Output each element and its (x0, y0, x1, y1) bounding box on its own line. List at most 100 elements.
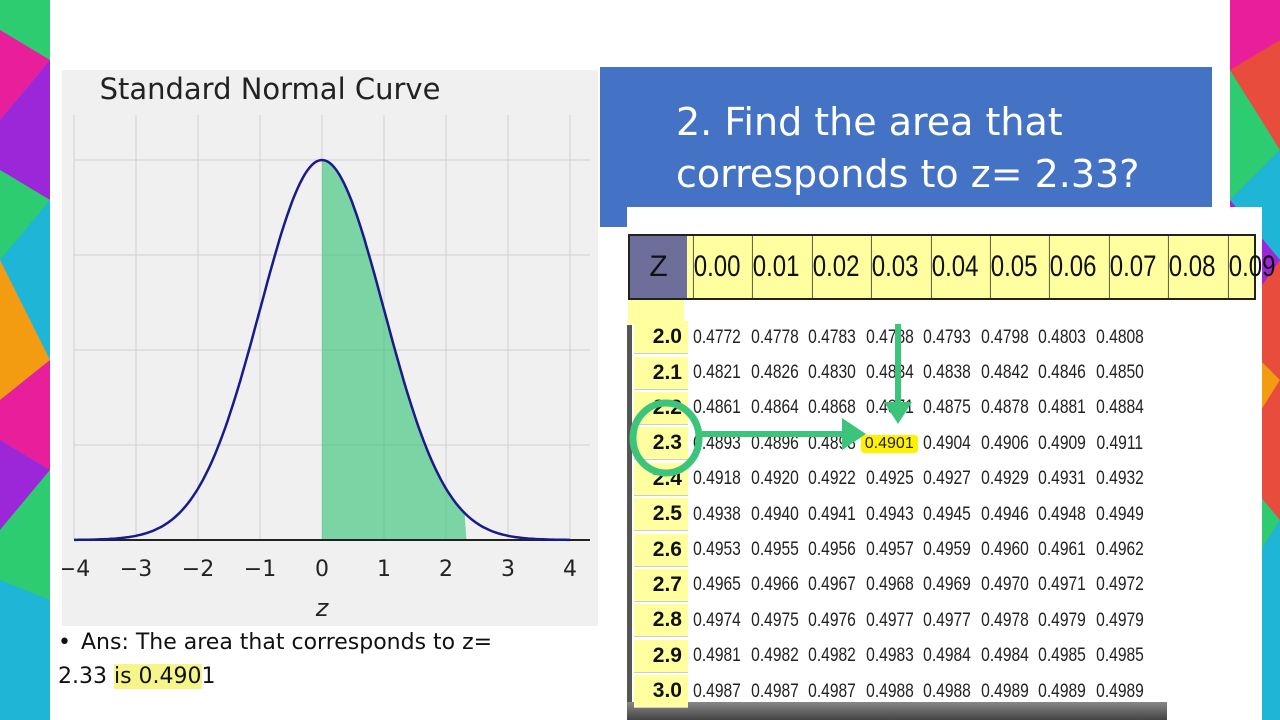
x-tick-label: −1 (244, 557, 276, 582)
z-table-cell: 0.4846 (1038, 362, 1086, 384)
z-table-cell: 0.4949 (1095, 503, 1144, 525)
answer-line-2-end: 1 (201, 664, 216, 689)
table-row: 2.8 0.4974 0.4975 0.4976 0.4977 0.4977 0.4978 0… (634, 603, 1148, 638)
z-table-cell: 0.4922 (808, 468, 856, 490)
z-column-header: 0.07 (1108, 236, 1156, 298)
x-tick-label: −3 (120, 557, 152, 582)
z-table-cell: 0.4953 (693, 539, 741, 561)
z-table-cell: 0.4821 (693, 362, 741, 384)
z-row-label: 2.3 (634, 427, 688, 461)
z-row-label: 2.2 (634, 391, 688, 425)
z-row-label: 3.0 (634, 675, 688, 709)
z-table-cell: 0.4955 (750, 539, 799, 561)
z-table-cell: 0.4945 (923, 503, 971, 525)
z-table-cell: 0.4962 (1095, 539, 1144, 561)
table-row: 2.2 0.4861 0.4864 0.4868 0.4871 0.4875 0.4878 0… (634, 391, 1148, 426)
z-column-header: 0.01 (752, 236, 800, 298)
x-tick-label: 3 (501, 557, 515, 582)
chart-title: Standard Normal Curve (99, 72, 441, 106)
z-table-cell: 0.4985 (1038, 645, 1086, 667)
z-table-cell: 0.4974 (693, 609, 741, 631)
z-column-header: 0.00 (692, 236, 740, 298)
z-table-cell: 0.4906 (980, 432, 1029, 454)
z-table-cell: 0.4884 (1095, 397, 1144, 419)
z-table-cell: 0.4987 (693, 680, 741, 702)
z-table-cell: 0.4971 (1038, 574, 1086, 596)
z-table-cell: 0.4988 (923, 680, 971, 702)
table-row: 2.4 0.4918 0.4920 0.4922 0.4925 0.4927 0.4929 0… (634, 462, 1148, 497)
table-row: 2.5 0.4938 0.4940 0.4941 0.4943 0.4945 0.4946 0… (634, 497, 1148, 532)
question-text: 2. Find the area that corresponds to z= … (676, 96, 1206, 200)
z-table-cell: 0.4938 (693, 503, 741, 525)
table-row: 3.0 0.4987 0.4987 0.4987 0.4988 0.4988 0.4989 0… (634, 674, 1148, 709)
z-row-label: 2.5 (634, 498, 688, 532)
z-column-header: 0.06 (1049, 236, 1097, 298)
z-row-label: 2.1 (634, 356, 688, 390)
z-table-cell: 0.4988 (865, 680, 914, 702)
z-table-cell: 0.4861 (693, 397, 741, 419)
z-table-cell: 0.4783 (808, 326, 856, 348)
normal-curve-line (74, 158, 570, 542)
z-table-cell: 0.4803 (1038, 326, 1086, 348)
table-row: 2.3 0.4893 0.4896 0.4898 0.4901 0.4904 0.4906 0… (634, 426, 1148, 461)
x-tick-label: −2 (182, 557, 214, 582)
z-table-cell: 0.4978 (980, 609, 1029, 631)
z-table-cell: 0.4943 (865, 503, 914, 525)
z-row-label: 2.7 (634, 568, 688, 602)
z-table-cell: 0.4927 (923, 468, 971, 490)
z-table-header: Z 0.00 0.01 0.02 0.03 0.04 0.05 0.06 0.07 0.08 0.… (628, 234, 1275, 300)
z-table-cell: 0.4983 (865, 645, 914, 667)
z-table-cell: 0.4864 (750, 397, 799, 419)
z-table-cell: 0.4948 (1038, 503, 1086, 525)
z-table-cell: 0.4966 (750, 574, 799, 596)
z-table-cell: 0.4984 (980, 645, 1029, 667)
table-row: 2.7 0.4965 0.4966 0.4967 0.4968 0.4969 0.4970 0… (634, 568, 1148, 603)
z-table-cell: 0.4830 (808, 362, 856, 384)
x-axis-label: z (315, 594, 330, 622)
z-table-cell: 0.4911 (1095, 432, 1143, 454)
z-table-cell: 0.4976 (808, 609, 856, 631)
answer-line-1: Ans: The area that corresponds to z= (80, 630, 493, 655)
table-row: 2.6 0.4953 0.4955 0.4956 0.4957 0.4959 0.4960 0… (634, 532, 1148, 567)
x-tick-label: 0 (315, 557, 329, 582)
table-edge-shadow (627, 325, 632, 702)
z-table-cell: 0.4838 (923, 362, 971, 384)
table-row: 2.1 0.4821 0.4826 0.4830 0.4834 0.4838 0.4842 0… (634, 355, 1148, 390)
chart-canvas: −4 −3 −2 −1 0 1 2 3 4 z (62, 115, 590, 622)
z-table-cell: 0.4842 (980, 362, 1029, 384)
left-decorative-border (0, 0, 50, 720)
z-table-cell: 0.4878 (980, 397, 1029, 419)
z-table-cell: 0.4946 (980, 503, 1029, 525)
z-table-cell: 0.4881 (1038, 397, 1086, 419)
z-table-cell: 0.4985 (1095, 645, 1144, 667)
z-table-cell: 0.4989 (1038, 680, 1086, 702)
z-table-cell: 0.4893 (693, 432, 741, 454)
question-line-1: 2. Find the area that (676, 100, 1063, 144)
question-line-2: corresponds to z= 2.33? (676, 152, 1140, 196)
z-table-cell: 0.4979 (1095, 609, 1144, 631)
z-table-cell: 0.4932 (1095, 468, 1144, 490)
z-table-cell: 0.4961 (1038, 539, 1086, 561)
z-table-cell: 0.4896 (750, 432, 799, 454)
normal-curve-chart: −4 −3 −2 −1 0 1 2 3 4 z (62, 70, 598, 626)
z-table-cell: 0.4981 (693, 645, 741, 667)
x-tick-label: −4 (62, 557, 90, 582)
z-table-cell: 0.4875 (923, 397, 971, 419)
z-table-cell: 0.4956 (808, 539, 856, 561)
z-table-header-strip-accent (628, 300, 684, 324)
z-table-cell: 0.4975 (750, 609, 799, 631)
z-table-cell: 0.4989 (1095, 680, 1144, 702)
x-tick-label: 4 (563, 557, 577, 582)
z-table-cell: 0.4788 (865, 326, 914, 348)
z-table-cell: 0.4965 (693, 574, 741, 596)
z-table-cell: 0.4793 (923, 326, 971, 348)
z-table-cell: 0.4918 (693, 468, 741, 490)
z-table-cell: 0.4957 (865, 539, 914, 561)
table-row: 2.0 0.4772 0.4778 0.4783 0.4788 0.4793 0.4798 0… (634, 320, 1148, 355)
x-tick-label: 2 (439, 557, 453, 582)
answer-highlight: is 0.490 (113, 664, 202, 689)
answer-bullet: • (58, 630, 71, 655)
z-table-cell: 0.4920 (750, 468, 799, 490)
z-table-cell: 0.4940 (750, 503, 799, 525)
z-header-label: Z (630, 236, 687, 298)
